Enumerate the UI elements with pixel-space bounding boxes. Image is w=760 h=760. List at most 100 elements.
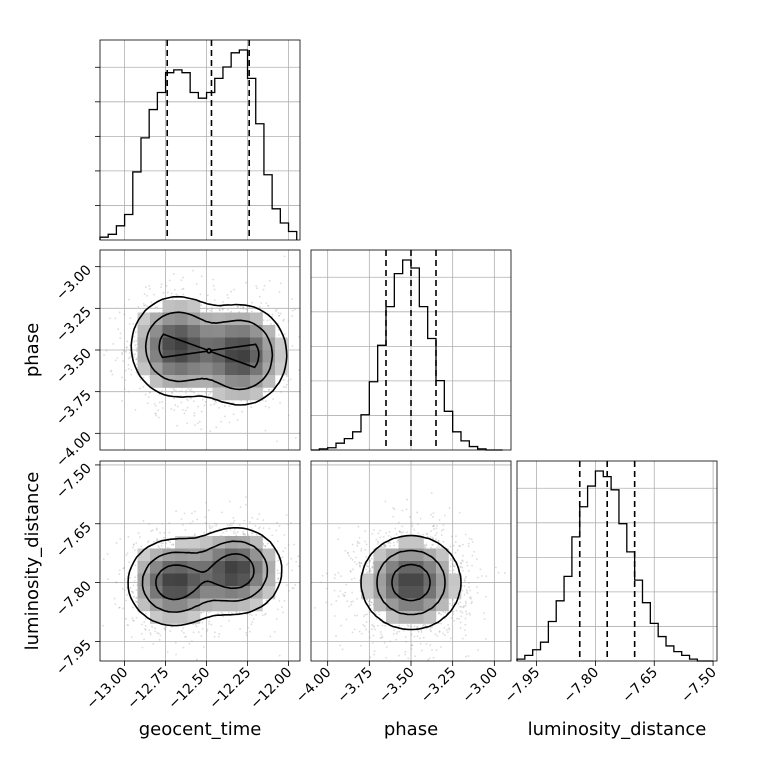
sample-point [196,518,199,521]
sample-point [264,405,267,408]
sample-point [431,515,434,518]
histogram-panel-geocent_time [95,39,301,241]
sample-point [393,629,396,632]
sample-point [257,527,260,530]
sample-point [482,612,485,615]
sample-point [250,614,253,617]
sample-point [268,279,271,282]
sample-point [397,539,399,542]
sample-point [217,635,220,638]
sample-point [139,378,142,381]
sample-point [208,620,211,623]
sample-point [348,554,350,557]
sample-point [417,626,419,629]
sample-point [420,631,423,633]
sample-point [464,617,467,620]
sample-point [178,390,181,393]
sample-point [220,420,223,423]
sample-point [125,346,128,349]
density-cell [237,387,251,401]
sample-point [161,407,164,409]
sample-point [398,624,401,627]
sample-point [278,291,281,294]
sample-point [117,328,120,331]
sample-point [106,553,109,555]
sample-point [128,298,130,301]
density-cell [250,337,263,351]
sample-point [182,287,185,290]
sample-point [373,653,375,656]
sample-point [242,530,244,533]
sample-point [174,641,177,644]
sample-point [420,629,423,632]
density-cell [200,536,213,549]
sample-point [466,564,469,567]
sample-point [229,528,232,531]
sample-point [306,622,308,624]
sample-point [438,612,441,615]
contour-outer [127,527,283,627]
sample-point [449,559,452,562]
sample-point [160,286,162,288]
sample-point [285,563,288,566]
sample-point [366,571,368,573]
sample-point [484,638,487,640]
density-cell [175,325,188,338]
sample-point [419,517,422,520]
sample-point [153,293,155,296]
sample-point [236,531,239,533]
sample-point [358,579,361,582]
sample-point [276,521,278,524]
sample-point [278,525,281,527]
sample-point [398,630,401,633]
sample-point [230,290,233,293]
density-cell [212,362,226,376]
sample-point [185,635,187,638]
density-cell [150,312,163,326]
sample-point [363,615,365,618]
sample-point [238,523,241,526]
sample-point [419,637,421,640]
sample-point [294,436,297,439]
sample-point [163,536,165,539]
density-cell [262,350,276,363]
sample-point [333,577,336,579]
sample-point [449,602,451,605]
sample-point [215,524,217,527]
sample-point [375,618,378,620]
sample-point [115,581,118,584]
sample-point [147,396,150,398]
density-cell [162,337,176,351]
sample-point [439,646,442,648]
sample-point [160,283,163,286]
sample-point [209,430,212,433]
sample-point [159,634,162,637]
sample-point [432,656,435,659]
sample-point [278,654,281,657]
sample-point [119,537,122,540]
sample-point [123,388,126,390]
sample-point [350,557,352,560]
sample-point [454,541,457,543]
sample-point [158,401,161,404]
sample-point [131,617,134,620]
sample-point [467,655,470,657]
sample-point [379,529,382,532]
grid-lines [517,461,717,661]
sample-point [369,598,372,601]
sample-point [228,405,231,408]
sample-point [380,636,383,639]
sample-point [181,523,184,526]
sample-point [399,530,401,533]
sample-point [239,628,241,630]
sample-point [469,589,471,592]
sample-point [387,534,390,537]
sample-point [213,288,216,291]
sample-point [171,391,173,394]
sample-point [133,549,136,551]
sample-point [170,407,173,410]
sample-point [282,386,285,388]
sample-point [356,542,359,544]
sample-point [232,413,235,416]
grid-lines [100,40,300,240]
